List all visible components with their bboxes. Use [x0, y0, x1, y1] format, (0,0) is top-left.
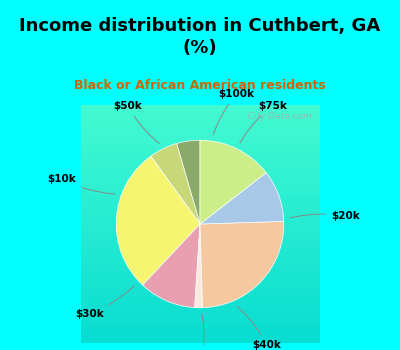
Text: $75k: $75k	[240, 101, 287, 143]
Text: $10k: $10k	[48, 175, 115, 194]
Wedge shape	[200, 140, 266, 224]
Wedge shape	[151, 144, 200, 224]
Wedge shape	[200, 221, 284, 308]
Text: $20k: $20k	[290, 211, 360, 221]
Text: $60k: $60k	[188, 314, 216, 350]
Text: $50k: $50k	[114, 101, 159, 144]
Wedge shape	[177, 140, 200, 224]
Wedge shape	[200, 173, 284, 224]
Text: Income distribution in Cuthbert, GA
(%): Income distribution in Cuthbert, GA (%)	[19, 17, 381, 57]
Wedge shape	[143, 224, 200, 308]
Text: $40k: $40k	[237, 306, 281, 350]
Wedge shape	[195, 224, 203, 308]
Text: Black or African American residents: Black or African American residents	[74, 79, 326, 92]
Wedge shape	[116, 156, 200, 285]
Text: $100k: $100k	[213, 89, 254, 135]
Text: $30k: $30k	[76, 286, 134, 319]
Text: City-Data.com: City-Data.com	[242, 112, 312, 121]
